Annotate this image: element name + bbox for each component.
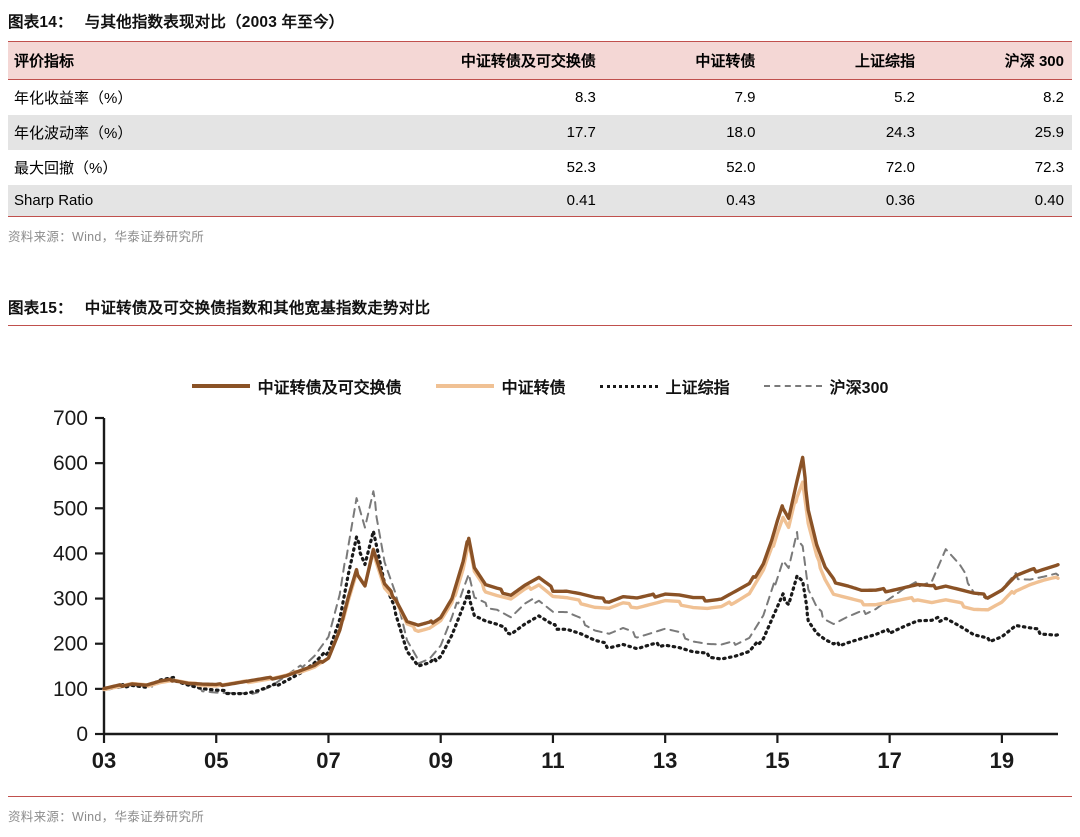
row-label: 最大回撤（%） (14, 160, 118, 177)
svg-text:15: 15 (765, 748, 789, 773)
column-header-metric: 评价指标 (8, 41, 392, 80)
svg-text:600: 600 (53, 452, 88, 475)
cell-value: 7.9 (734, 89, 756, 106)
row-label: 年化波动率（%） (8, 115, 392, 150)
svg-text:09: 09 (428, 748, 452, 773)
figure-15-source: 资料来源：Wind，华泰证券研究所 (8, 810, 205, 824)
svg-text:11: 11 (541, 748, 564, 773)
figure-15-section: 图表15： 中证转债及可交换债指数和其他宽基指数走势对比 0 100 200 300 40… (8, 296, 1072, 825)
cell-value: 8.3 (574, 89, 596, 106)
cell-value: 72.0 (885, 159, 916, 176)
cell-value: 52.0 (726, 159, 756, 176)
figure-15-heading: 图表15： 中证转债及可交换债指数和其他宽基指数走势对比 (8, 296, 1072, 325)
figure-14-title: 与其他指数表现对比（2003 年至今） (84, 14, 345, 31)
svg-text:500: 500 (53, 497, 88, 520)
cell-value: 0.43 (603, 185, 764, 217)
cell-value: 8.2 (1043, 89, 1064, 106)
performance-comparison-table: 评价指标 中证转债及可交换债 中证转债 上证综指 沪深 300 年化收益率（%）… (8, 41, 1072, 217)
figure-14-section: 图表14： 与其他指数表现对比（2003 年至今） 评价指标 中证转债及可交换债 … (8, 10, 1072, 245)
svg-text:700: 700 (53, 407, 88, 430)
cell-value: 5.2 (894, 89, 916, 106)
cell-value: 17.7 (391, 115, 604, 150)
figure-15-title: 中证转债及可交换债指数和其他宽基指数走势对比 (84, 300, 431, 317)
column-header-csi-300: 沪深 300 (923, 41, 1072, 80)
table-row: Sharp Ratio 0.41 0.43 0.36 0.40 (8, 185, 1072, 217)
svg-text:400: 400 (53, 542, 88, 565)
svg-text:03: 03 (92, 748, 116, 773)
chart-series-line (102, 455, 1060, 691)
cell-value: 0.40 (923, 185, 1072, 217)
svg-text:13: 13 (653, 748, 677, 773)
cell-value: 25.9 (923, 115, 1072, 150)
svg-text:200: 200 (53, 633, 88, 656)
cell-value: 72.3 (1034, 159, 1064, 176)
table-row: 年化收益率（%） 8.3 7.9 5.2 8.2 (8, 80, 1072, 116)
cell-value: 24.3 (763, 115, 924, 150)
table-header-row: 评价指标 中证转债及可交换债 中证转债 上证综指 沪深 300 (8, 41, 1072, 80)
column-header-csi-convertible-exchangeable: 中证转债及可交换债 (391, 41, 604, 80)
cell-value: 0.41 (391, 185, 604, 217)
row-label: 年化收益率（%） (14, 90, 133, 107)
cell-value: 18.0 (603, 115, 764, 150)
svg-text:17: 17 (877, 748, 901, 773)
figure-14-source: 资料来源：Wind，华泰证券研究所 (8, 230, 205, 244)
figure-15-divider (8, 325, 1072, 326)
svg-text:0: 0 (76, 723, 88, 746)
figure-14-heading: 图表14： 与其他指数表现对比（2003 年至今） (8, 10, 1072, 38)
row-label: Sharp Ratio (8, 185, 392, 217)
table-row: 年化波动率（%） 17.7 18.0 24.3 25.9 (8, 115, 1072, 150)
figure-14-number: 图表14： (8, 14, 73, 31)
table-row: 最大回撤（%） 52.3 52.0 72.0 72.3 (8, 150, 1072, 185)
column-header-sse-composite: 上证综指 (763, 41, 924, 80)
cell-value: 0.36 (763, 185, 924, 217)
svg-text:05: 05 (204, 748, 228, 773)
svg-text:07: 07 (316, 748, 340, 773)
chart-series-line (102, 529, 1060, 696)
svg-text:300: 300 (53, 588, 88, 611)
svg-text:100: 100 (53, 678, 88, 701)
column-header-csi-convertible: 中证转债 (603, 41, 764, 80)
figure-15-bottom-divider (8, 796, 1072, 797)
chart-svg-canvas: 0 100 200 300 400 500 600 700 03 05 07 09 11 13 15 17 19 (53, 407, 1060, 773)
figure-15-number: 图表15： (8, 300, 73, 317)
index-trend-chart: 0 100 200 300 400 500 600 700 03 05 07 09 11 13 15 17 19… (8, 326, 1072, 796)
svg-text:19: 19 (990, 748, 1014, 773)
cell-value: 52.3 (566, 159, 596, 176)
